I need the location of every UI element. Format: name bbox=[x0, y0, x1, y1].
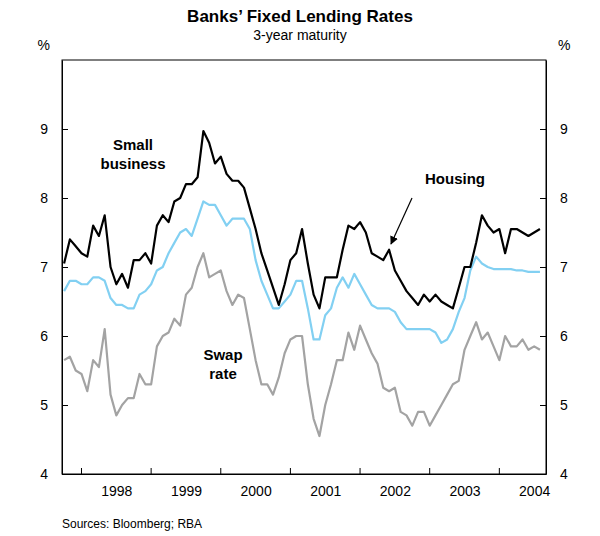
year-dividers bbox=[81, 468, 499, 474]
y-tick-label: 5 bbox=[40, 397, 48, 413]
year-divider bbox=[220, 468, 221, 474]
y-tick-label: 9 bbox=[40, 121, 48, 137]
x-axis-line bbox=[63, 474, 547, 475]
y-tick-mark bbox=[62, 405, 68, 406]
y-axis-right: 4 5 6 7 8 9 bbox=[540, 61, 568, 482]
series-line bbox=[64, 131, 540, 308]
year-divider bbox=[151, 468, 152, 474]
x-tick-label: 2001 bbox=[310, 483, 341, 499]
series-label: Housing bbox=[425, 170, 485, 187]
y-tick-label: 8 bbox=[560, 190, 568, 206]
y-tick: 9 bbox=[40, 121, 68, 137]
series-label: Smallbusiness bbox=[100, 136, 165, 172]
y-unit-left: % bbox=[38, 37, 50, 53]
y-tick-label: 5 bbox=[560, 397, 568, 413]
y-tick-mark bbox=[540, 198, 546, 199]
y-tick-mark bbox=[62, 336, 68, 337]
y-tick-label: 7 bbox=[40, 259, 48, 275]
x-tick-label: 1998 bbox=[101, 483, 132, 499]
y-tick-label: 9 bbox=[560, 121, 568, 137]
x-tick-label: 2003 bbox=[449, 483, 480, 499]
y-tick-label: 8 bbox=[40, 190, 48, 206]
y-tick-mark bbox=[540, 129, 546, 130]
series-lines bbox=[64, 131, 540, 436]
x-tick: 1998 bbox=[101, 474, 132, 499]
y-tick-mark bbox=[540, 405, 546, 406]
y-tick-mark bbox=[62, 198, 68, 199]
y-tick-mark bbox=[62, 267, 68, 268]
y-tick: 5 bbox=[540, 397, 568, 413]
title: Banks’ Fixed Lending Rates bbox=[187, 7, 413, 26]
y-tick: 5 bbox=[40, 397, 68, 413]
x-tick: 2001 bbox=[310, 474, 341, 499]
year-divider bbox=[290, 468, 291, 474]
subtitle: 3-year maturity bbox=[253, 27, 346, 43]
y-tick-label: 4 bbox=[40, 466, 48, 482]
y-tick: 4 bbox=[40, 466, 68, 482]
x-axis: 1998 1999 2000 2001 2002 2003 2004 bbox=[63, 474, 551, 499]
x-tick: 2000 bbox=[241, 474, 272, 499]
x-tick-label: 2002 bbox=[380, 483, 411, 499]
y-tick: 4 bbox=[540, 466, 568, 482]
x-tick: 2003 bbox=[449, 474, 480, 499]
y-unit-right: % bbox=[558, 37, 570, 53]
y-tick-mark bbox=[62, 129, 68, 130]
y-tick-mark bbox=[540, 267, 546, 268]
x-tick: 2002 bbox=[380, 474, 411, 499]
y-tick-mark bbox=[540, 336, 546, 337]
y-axis-line bbox=[546, 61, 547, 475]
y-tick: 8 bbox=[40, 190, 68, 206]
year-divider bbox=[360, 468, 361, 474]
x-tick: 2004 bbox=[519, 474, 550, 499]
x-tick-label: 2004 bbox=[519, 483, 550, 499]
source: Sources: Bloomberg; RBA bbox=[62, 517, 202, 531]
series-line bbox=[64, 201, 540, 342]
y-axis-left: 4 5 6 7 8 9 bbox=[40, 61, 68, 482]
y-tick-label: 6 bbox=[40, 328, 48, 344]
label-arrow bbox=[391, 198, 412, 244]
series-label: Swaprate bbox=[203, 346, 242, 382]
y-tick-label: 6 bbox=[560, 328, 568, 344]
y-tick: 9 bbox=[540, 121, 568, 137]
y-tick-label: 4 bbox=[560, 466, 568, 482]
y-tick: 7 bbox=[540, 259, 568, 275]
y-tick-label: 7 bbox=[560, 259, 568, 275]
y-tick: 6 bbox=[40, 328, 68, 344]
x-tick: 1999 bbox=[171, 474, 202, 499]
chart-svg: Banks’ Fixed Lending Rates3-year maturit… bbox=[0, 0, 600, 536]
plot-frame bbox=[62, 60, 546, 474]
year-divider bbox=[499, 468, 500, 474]
y-tick: 8 bbox=[540, 190, 568, 206]
x-tick-label: 2000 bbox=[241, 483, 272, 499]
year-divider bbox=[81, 468, 82, 474]
year-divider bbox=[429, 468, 430, 474]
x-tick-label: 1999 bbox=[171, 483, 202, 499]
y-tick: 6 bbox=[540, 328, 568, 344]
